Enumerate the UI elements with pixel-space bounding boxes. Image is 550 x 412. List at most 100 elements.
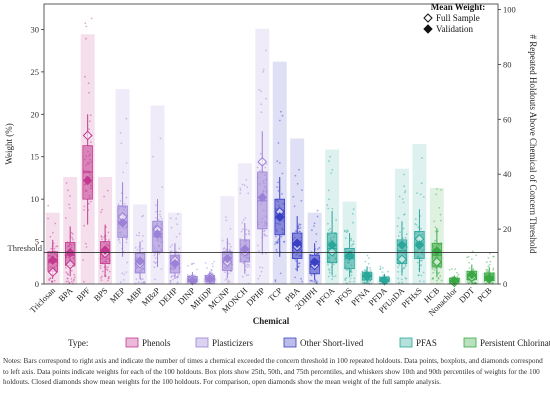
category-label-Triclosan: Triclosan — [28, 285, 58, 315]
diamond-full-Triclosan — [47, 267, 58, 278]
point-2OHPH — [313, 222, 316, 225]
type-legend-label: Plasticizers — [212, 338, 253, 348]
point-TCP — [278, 162, 281, 164]
point-PBA — [297, 265, 300, 268]
point-Triclosan — [47, 204, 50, 207]
point-PFOS — [346, 269, 349, 271]
point-BPF — [83, 280, 85, 283]
point-HCB — [440, 279, 443, 282]
diamond-val-PFDA — [379, 275, 390, 286]
point-PFUnDA — [403, 266, 405, 269]
point-BPA — [67, 280, 70, 283]
point-PFUnDA — [398, 264, 401, 266]
point-BPA — [64, 217, 67, 219]
chart: Triclosan BPA BPF BPSMEPMBPMBzPDEHPDINPMHiD… — [4, 2, 550, 348]
point-BPF — [87, 82, 90, 85]
point-PBA — [298, 168, 300, 171]
point-PFOS — [346, 229, 348, 232]
point-MONCH — [240, 230, 243, 233]
point-DEHP — [176, 281, 179, 284]
point-DEHP — [175, 236, 178, 238]
type-legend-label: PFAS — [416, 338, 437, 348]
point-BPA — [67, 273, 69, 276]
point-DPHP — [258, 250, 260, 252]
point-MCiNP — [224, 271, 227, 273]
point-PFOA — [327, 229, 330, 232]
point-Triclosan — [50, 247, 53, 250]
point-PFHxS — [420, 259, 423, 262]
point-MONCH — [239, 189, 242, 192]
left-tick-label: 25 — [31, 67, 40, 77]
point-MONCH — [246, 266, 249, 268]
point-MEP — [125, 241, 128, 244]
diamond-val-PFNA — [362, 271, 372, 282]
point-DINP — [188, 274, 191, 277]
point-PFUnDA — [401, 198, 404, 200]
point-DDT — [471, 258, 473, 261]
point-DPHP — [264, 235, 266, 237]
diamond-val-DINP — [187, 275, 198, 286]
point-MONCH — [242, 219, 245, 221]
point-BPA — [69, 195, 71, 197]
point-BPF — [84, 22, 87, 25]
point-PFUnDA — [400, 278, 403, 281]
point-PBA — [297, 225, 300, 227]
point-HCB — [435, 230, 437, 233]
point-PFOA — [334, 275, 337, 277]
point-MEP — [125, 237, 128, 240]
point-DEHP — [169, 217, 172, 220]
point-MBzP — [153, 261, 155, 263]
point-HCB — [435, 193, 438, 196]
diamond-full-BPF — [82, 130, 93, 141]
point-HCB — [437, 230, 439, 233]
point-DEHP — [178, 232, 181, 235]
point-MHiDP — [206, 267, 208, 269]
point-DINP — [191, 262, 194, 265]
point-MONCH — [245, 228, 248, 231]
point-PFDA — [381, 271, 384, 273]
point-MHiDP — [204, 262, 207, 264]
point-PFUnDA — [396, 225, 399, 228]
point-BPA — [72, 238, 74, 241]
point-BPF — [85, 25, 88, 28]
point-PFHxS — [420, 227, 422, 230]
point-BPS — [106, 189, 109, 192]
point-HCB — [434, 239, 437, 242]
point-BPF — [89, 114, 92, 117]
point-PFNA — [363, 281, 366, 284]
left-tick-label: 5 — [35, 237, 39, 247]
diamond-val-Triclosan — [47, 255, 58, 266]
point-BPA — [68, 281, 71, 284]
point-DPHP — [264, 166, 267, 169]
point-HCB — [440, 189, 442, 191]
point-MCiNP — [229, 228, 232, 230]
point-PBA — [298, 227, 300, 230]
point-MEP — [120, 142, 123, 145]
point-DPHP — [265, 234, 268, 237]
point-MONCH — [245, 233, 248, 236]
point-PFOA — [328, 268, 330, 270]
point-2OHPH — [313, 225, 315, 227]
diamond-val-MCiNP — [222, 253, 233, 264]
point-PFUnDA — [403, 185, 406, 188]
point-DPHP — [259, 274, 261, 277]
left-tick-label: 15 — [31, 152, 40, 162]
point-2OHPH — [316, 252, 319, 255]
point-PFUnDA — [403, 213, 405, 216]
point-DPHP — [262, 71, 264, 73]
point-PFOS — [352, 240, 355, 243]
point-MEP — [126, 261, 128, 264]
type-legend-swatch — [463, 337, 477, 348]
point-HCB — [432, 277, 435, 280]
point-PFHxS — [422, 271, 425, 274]
point-PFNA — [361, 282, 364, 284]
point-MCiNP — [224, 279, 227, 281]
point-DPHP — [263, 233, 265, 236]
point-MONCH — [245, 265, 247, 267]
point-BPA — [73, 278, 75, 281]
point-BPF — [89, 120, 91, 123]
point-HCB — [432, 271, 435, 274]
category-label-PFHxS: PFHxS — [399, 285, 424, 310]
point-2OHPH — [316, 215, 319, 218]
point-PFUnDA — [405, 277, 408, 280]
